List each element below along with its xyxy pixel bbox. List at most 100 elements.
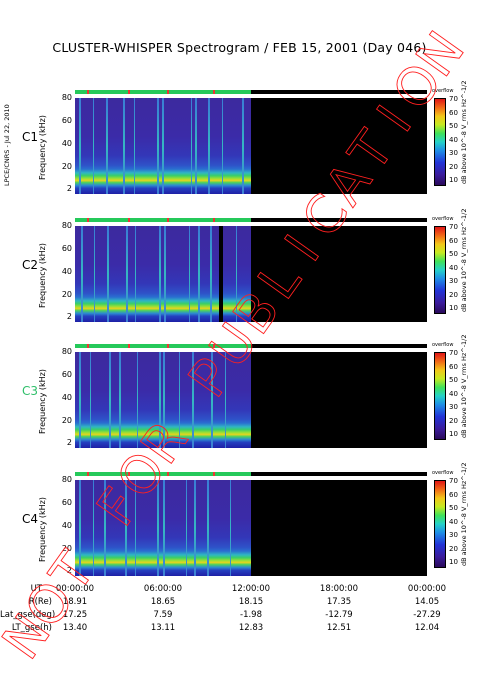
satellite-label: C2 [22,258,39,272]
emission-streak [208,98,211,194]
status-bar-mark [167,344,170,348]
y-tick-label: 60 [61,244,72,253]
emission-streak [236,226,238,322]
emission-streak [79,352,82,448]
spectrogram-panel-c3: overflow C3 Frequency (kHz) 80 60 40 20 2 70 60 50… [0,334,479,452]
colorbar-tick-label: 20 [449,416,458,425]
orbit-value: 14.05 [414,597,440,607]
y-tick-label: 80 [61,221,72,230]
y-tick-label: 80 [61,347,72,356]
y-tick-label: 40 [61,521,72,530]
spectrogram-plot [75,480,427,576]
orbit-value: 17.25 [62,610,88,620]
emission-streak [80,226,83,322]
emission-streak [136,352,138,448]
colorbar-unit: dB above 10^-8 V_rms Hz^-1/2 [460,208,470,318]
colorbar-tick-label: 20 [449,162,458,171]
emission-streak [123,98,126,194]
status-bar-active [75,218,251,222]
orbit-value: -27.29 [413,610,441,620]
orbit-row-label: LT_gse(h) [11,623,52,633]
status-bar-active [75,472,251,476]
emission-streak [92,480,94,576]
y-tick-label: 80 [61,475,72,484]
emission-streak [211,352,214,448]
orbit-value: 18.15 [238,597,264,607]
spectrogram-data-region [75,352,251,448]
emission-streak [230,480,232,576]
y-axis-label: Frequency (kHz) [38,354,50,444]
emission-streak [158,352,161,448]
colorbar-tick-label: 20 [449,544,458,553]
y-tick-label: 2 [66,566,72,575]
status-bar-mark [127,90,130,94]
emission-streak [126,226,129,322]
status-bar-mark [127,218,130,222]
status-bar-mark [86,90,89,94]
orbit-row-label: UT [30,584,42,594]
status-bar [75,90,427,94]
emission-streak [198,226,201,322]
y-tick-label: 60 [61,370,72,379]
emission-streak [133,98,135,194]
emission-streak [104,480,107,576]
y-tick-label: 20 [61,416,72,425]
colorbar-tick-label: 60 [449,108,458,117]
emission-streak [193,480,196,576]
status-bar-mark [86,344,89,348]
spectrogram-data-region [75,480,251,576]
emission-streak [224,352,226,448]
orbit-row-label: R(Re) [28,597,52,607]
y-tick-label: 2 [66,184,72,193]
colorbar-tick-label: 50 [449,122,458,130]
status-bar-mark [167,472,170,476]
status-bar-mark [167,90,170,94]
satellite-label: C4 [22,512,39,526]
emission-streak [163,352,165,448]
colorbar-tick-label: 30 [449,403,458,411]
y-tick-label: 2 [66,438,72,447]
y-axis-label: Frequency (kHz) [38,482,50,572]
orbit-value: 12.51 [326,623,352,633]
y-tick-label: 20 [61,162,72,171]
spectrogram-data-region [75,98,251,194]
colorbar-unit: dB above 10^-8 V_rms Hz^-1/2 [460,334,470,444]
emission-streak [119,352,121,448]
emission-streak [157,98,160,194]
orbit-value: 12.04 [414,623,440,633]
emission-streak [209,226,212,322]
colorbar-tick-label: 10 [449,304,458,312]
colorbar-overflow-label: overflow [432,342,454,348]
colorbar-tick-label: 40 [449,135,458,144]
colorbar-tick-label: 40 [449,517,458,526]
emission-streak [221,98,223,194]
status-bar-mark [127,472,130,476]
emission-streak [190,98,192,194]
y-tick-label: 20 [61,544,72,553]
colorbar-unit-text: dB above 10^-8 V_rms Hz^-1/2 [460,80,468,184]
x-tick-label: 06:00:00 [143,584,183,594]
x-tick-label: 00:00:00 [55,584,95,594]
emission-streak [94,226,96,322]
emission-streak [79,98,82,194]
colorbar-tick-label: 50 [449,376,458,384]
spectrogram-panel-c4: overflow C4 Frequency (kHz) 80 60 40 20 2 70 60 50… [0,462,479,580]
status-bar-mark [86,218,89,222]
emission-streak [135,226,137,322]
colorbar-tick-label: 30 [449,277,458,285]
colorbar-tick-label: 30 [449,531,458,539]
emission-streak [157,480,160,576]
status-bar-active [75,90,251,94]
x-tick-label: 00:00:00 [407,584,447,594]
status-bar-mark [212,90,215,94]
colorbar-tick-label: 70 [449,477,458,485]
y-axis-label-text: Frequency (kHz) [38,243,47,308]
status-bar-mark [127,344,130,348]
colorbar [434,352,446,440]
orbit-value: 13.40 [62,623,88,633]
colorbar-tick-label: 40 [449,389,458,398]
colorbar-unit-text: dB above 10^-8 V_rms Hz^-1/2 [460,334,468,438]
orbit-row-label: Lat_gse(deg) [0,610,56,620]
colorbar-tick-label: 50 [449,504,458,512]
